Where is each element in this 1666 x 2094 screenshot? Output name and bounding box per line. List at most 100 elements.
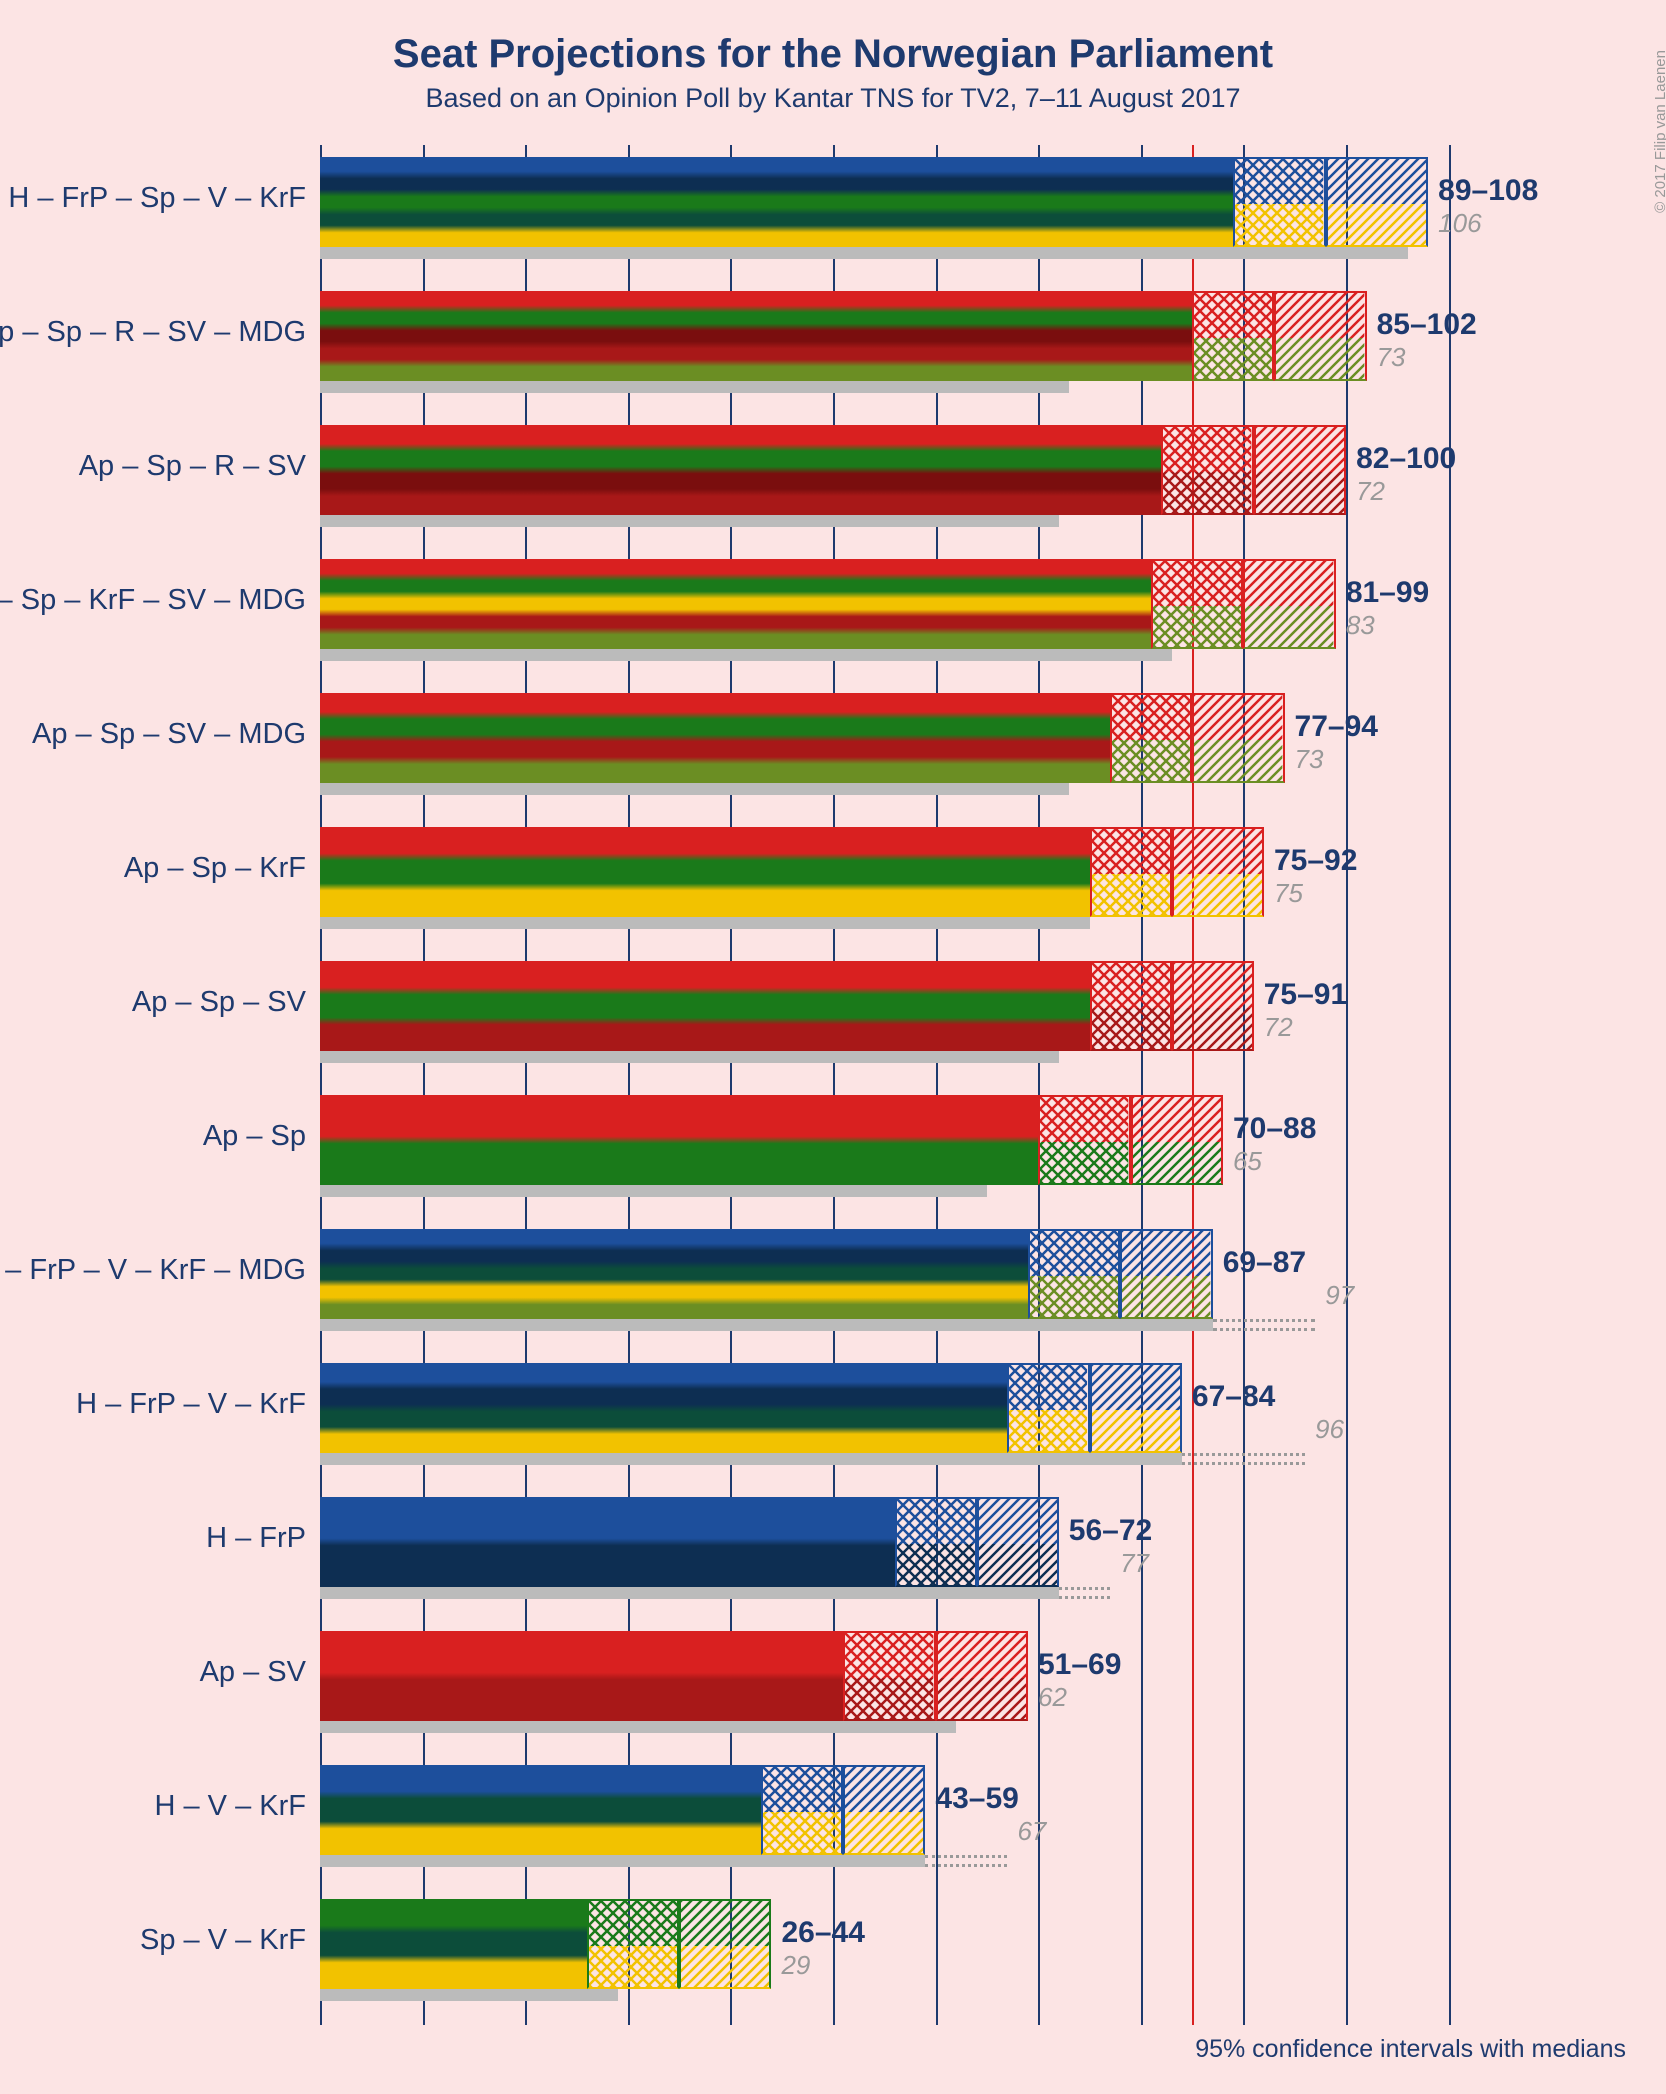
bar-diag	[679, 1899, 771, 1989]
bar-crosshatch	[895, 1497, 977, 1587]
previous-bar	[320, 1855, 925, 1867]
previous-bar	[320, 1989, 618, 2001]
range-label: 75–91	[1264, 978, 1347, 1012]
bar-solid	[320, 291, 1192, 381]
range-label: 26–44	[781, 1916, 864, 1950]
coalition-row: Sp – V – KrF26–4429	[320, 1899, 1500, 2009]
previous-label: 106	[1438, 208, 1481, 239]
coalition-label: Ap – SV	[200, 1656, 306, 1689]
previous-bar	[320, 1185, 987, 1197]
bar-crosshatch	[1007, 1363, 1089, 1453]
coalition-row: Ap – SV51–6962	[320, 1631, 1500, 1741]
previous-bar	[320, 247, 1408, 259]
coalition-label: H – V – KrF	[155, 1790, 307, 1823]
bar-crosshatch	[761, 1765, 843, 1855]
coalition-label: Sp – V – KrF	[140, 1924, 306, 1957]
previous-bar	[320, 917, 1090, 929]
range-label: 51–69	[1038, 1648, 1121, 1682]
previous-bar	[320, 1587, 1059, 1599]
coalition-row: Ap – Sp – KrF75–9275	[320, 827, 1500, 937]
range-label: 43–59	[935, 1782, 1018, 1816]
coalition-row: Ap – Sp – SV – MDG77–9473	[320, 693, 1500, 803]
coalition-label: H – FrP – V – KrF	[76, 1388, 306, 1421]
previous-bar	[320, 783, 1069, 795]
previous-label: 75	[1274, 878, 1303, 909]
coalition-row: Ap – Sp – R – SV – MDG85–10273	[320, 291, 1500, 401]
bar-crosshatch	[1090, 961, 1172, 1051]
previous-label: 97	[1325, 1280, 1354, 1311]
coalition-label: H – FrP	[206, 1522, 306, 1555]
range-label: 85–102	[1377, 308, 1477, 342]
bar-diag	[843, 1765, 925, 1855]
bar-diag	[1192, 693, 1284, 783]
previous-bar-extension	[925, 1855, 1007, 1867]
range-label: 81–99	[1346, 576, 1429, 610]
coalition-label: Ap – Sp – KrF	[124, 852, 306, 885]
bar-solid	[320, 1765, 761, 1855]
bar-solid	[320, 1363, 1007, 1453]
bar-solid	[320, 1899, 587, 1989]
bar-crosshatch	[1110, 693, 1192, 783]
coalition-row: H – FrP56–7277	[320, 1497, 1500, 1607]
bar-solid	[320, 961, 1090, 1051]
previous-bar-extension	[1182, 1453, 1305, 1465]
coalition-row: Ap – Sp70–8865	[320, 1095, 1500, 1205]
bar-crosshatch	[1192, 291, 1274, 381]
coalition-label: Ap – Sp – SV – MDG	[32, 718, 306, 751]
chart-area: H – FrP – Sp – V – KrF89–108106 Ap – Sp –…	[320, 145, 1500, 2025]
bar-crosshatch	[1151, 559, 1243, 649]
previous-label: 72	[1264, 1012, 1293, 1043]
bar-diag	[1131, 1095, 1223, 1185]
range-label: 69–87	[1223, 1246, 1306, 1280]
bar-crosshatch	[1090, 827, 1172, 917]
coalition-row: H – FrP – V – KrF67–8496	[320, 1363, 1500, 1473]
previous-bar	[320, 381, 1069, 393]
bar-solid	[320, 425, 1161, 515]
bar-diag	[1090, 1363, 1182, 1453]
coalition-row: Ap – Sp – R – SV82–10072	[320, 425, 1500, 535]
bar-crosshatch	[1038, 1095, 1130, 1185]
coalition-label: Ap – Sp	[203, 1120, 306, 1153]
coalition-label: Ap – Sp – R – SV	[79, 450, 306, 483]
bar-solid	[320, 1229, 1028, 1319]
bar-diag	[977, 1497, 1059, 1587]
bar-crosshatch	[1028, 1229, 1120, 1319]
bar-diag	[936, 1631, 1028, 1721]
previous-label: 77	[1120, 1548, 1149, 1579]
bar-diag	[1254, 425, 1346, 515]
previous-bar-extension	[1213, 1319, 1316, 1331]
coalition-label: Ap – Sp – KrF – SV – MDG	[0, 584, 306, 617]
footer-text: 95% confidence intervals with medians	[1195, 2035, 1626, 2064]
coalition-row: H – V – KrF43–5967	[320, 1765, 1500, 1875]
previous-label: 96	[1315, 1414, 1344, 1445]
previous-bar	[320, 1051, 1059, 1063]
copyright-text: © 2017 Filip van Laenen	[1652, 50, 1666, 213]
coalition-label: H – FrP – Sp – V – KrF	[8, 182, 306, 215]
bar-solid	[320, 827, 1090, 917]
bar-diag	[1172, 961, 1254, 1051]
bar-diag	[1274, 291, 1366, 381]
previous-label: 73	[1295, 744, 1324, 775]
previous-label: 73	[1377, 342, 1406, 373]
previous-label: 67	[1017, 1816, 1046, 1847]
bar-solid	[320, 157, 1233, 247]
range-label: 89–108	[1438, 174, 1538, 208]
coalition-row: Ap – Sp – SV75–9172	[320, 961, 1500, 1071]
coalition-row: H – FrP – Sp – V – KrF89–108106	[320, 157, 1500, 267]
previous-bar	[320, 1319, 1213, 1331]
range-label: 67–84	[1192, 1380, 1275, 1414]
bar-solid	[320, 1497, 895, 1587]
previous-bar-extension	[1059, 1587, 1110, 1599]
bar-crosshatch	[843, 1631, 935, 1721]
range-label: 70–88	[1233, 1112, 1316, 1146]
previous-bar	[320, 1453, 1182, 1465]
range-label: 56–72	[1069, 1514, 1152, 1548]
coalition-label: H – FrP – V – KrF – MDG	[0, 1254, 306, 1287]
previous-label: 72	[1356, 476, 1385, 507]
range-label: 77–94	[1295, 710, 1378, 744]
previous-label: 83	[1346, 610, 1375, 641]
previous-label: 29	[781, 1950, 810, 1981]
bar-diag	[1243, 559, 1335, 649]
bar-solid	[320, 559, 1151, 649]
chart-title: Seat Projections for the Norwegian Parli…	[0, 0, 1666, 77]
